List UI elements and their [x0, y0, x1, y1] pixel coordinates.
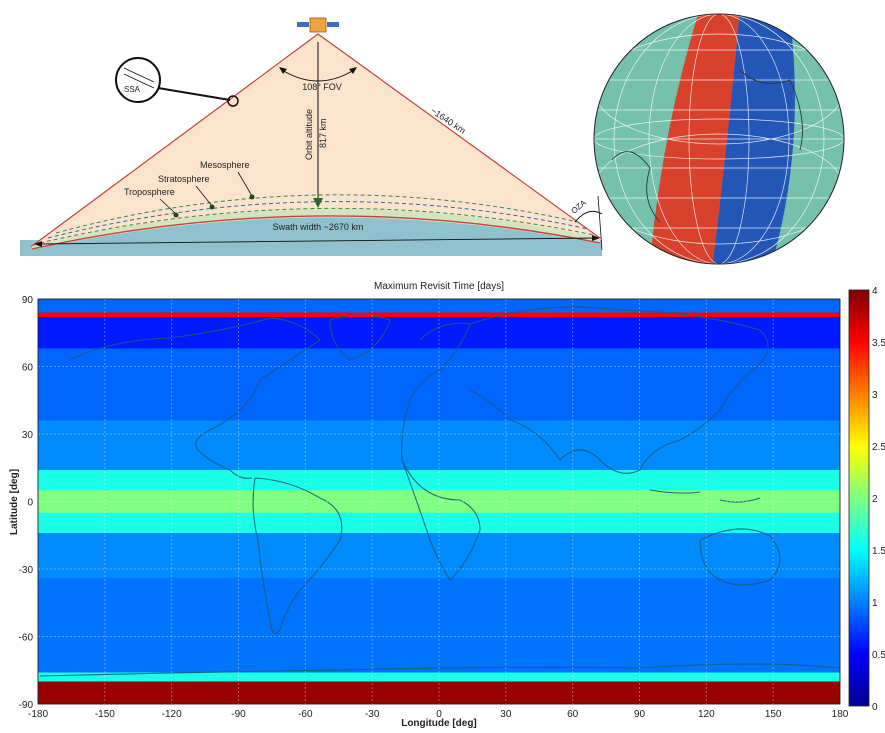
ssa-inset-circle	[115, 57, 161, 103]
colorbar-tick-label: 1	[872, 598, 878, 609]
revisit-band-5	[38, 470, 840, 491]
y-tick-labels: 90 60 30 0 -30 -60 -90	[19, 295, 34, 711]
revisit-band-1	[38, 312, 840, 318]
y-tick-label: -30	[19, 565, 34, 576]
swath-arrow	[35, 237, 599, 245]
ssa-label: SSA	[124, 85, 141, 94]
stratosphere-dot	[209, 204, 215, 210]
x-tick-label: 60	[567, 709, 579, 720]
ssa-pointer-line	[157, 87, 231, 101]
x-tick-label: 0	[436, 709, 442, 720]
revisit-time-map: Maximum Revisit Time [days] -180 -150 -120…	[9, 281, 885, 729]
x-tick-label: -90	[231, 709, 246, 720]
fov-label: 108° FOV	[302, 82, 342, 92]
stratosphere-label: Stratosphere	[158, 174, 210, 184]
stratosphere-leader	[195, 185, 213, 207]
altitude-arrowhead	[313, 198, 323, 208]
troposphere-layer	[39, 207, 595, 244]
colorbar-tick-label: 0	[872, 702, 878, 713]
swath-arrowhead-left	[34, 241, 42, 247]
y-tick-label: -90	[19, 700, 34, 711]
revisit-bands	[38, 299, 840, 704]
mesosphere-layer	[55, 194, 583, 234]
troposphere-leader	[159, 198, 177, 215]
orbit-altitude-label: Orbit altitude	[304, 109, 314, 160]
troposphere-dot	[173, 212, 179, 218]
globe-outline	[593, 13, 845, 265]
x-tick-label: 180	[832, 709, 849, 720]
swath-arrowhead-right	[592, 235, 600, 241]
y-tick-label: 60	[22, 363, 34, 374]
revisit-band-9	[38, 578, 840, 673]
surface-line	[31, 215, 601, 250]
x-tick-label: -120	[162, 709, 182, 720]
troposphere-label: Troposphere	[124, 187, 175, 197]
x-tick-label: -180	[28, 709, 48, 720]
mesosphere-leader	[237, 171, 253, 197]
revisit-band-3	[38, 348, 840, 421]
fov-arc-arrow-right	[349, 67, 357, 74]
colorbar-tick-label: 0.5	[872, 650, 885, 661]
revisit-band-2	[38, 317, 840, 349]
ssa-target-circle	[227, 95, 239, 107]
x-tick-label: 120	[698, 709, 715, 720]
swath-width-label: Swath width ~2670 km	[273, 222, 364, 232]
map-title: Maximum Revisit Time [days]	[374, 281, 504, 292]
y-axis-label: Latitude [deg]	[9, 469, 20, 535]
y-tick-label: 90	[22, 295, 34, 306]
oza-arc	[574, 210, 603, 223]
satellite-icon	[297, 17, 339, 33]
colorbar-tick-label: 4	[872, 286, 878, 297]
colorbar-tick-label: 2.5	[872, 442, 885, 453]
ssa-ray-2	[123, 73, 155, 89]
colorbar	[848, 289, 870, 707]
map-grid	[38, 299, 840, 704]
orbit-altitude-value: 817 km	[318, 118, 328, 148]
revisit-band-4	[38, 420, 840, 471]
ssa-ray-1	[123, 67, 155, 83]
revisit-band-7	[38, 512, 840, 534]
y-tick-label: 0	[27, 498, 33, 509]
x-tick-label: -60	[298, 709, 313, 720]
x-tick-label: 150	[765, 709, 782, 720]
x-tick-label: 30	[500, 709, 512, 720]
oza-vertical	[597, 195, 603, 251]
continent-outlines	[39, 306, 840, 677]
map-frame	[37, 298, 841, 705]
x-axis-label: Longitude [deg]	[401, 718, 477, 729]
y-tick-label: -60	[19, 633, 34, 644]
x-tick-label: -150	[95, 709, 115, 720]
globe-graticule	[594, 14, 844, 264]
revisit-band-11	[38, 681, 840, 704]
revisit-band-8	[38, 533, 840, 579]
colorbar-tick-label: 1.5	[872, 546, 885, 557]
globe-coastline	[611, 69, 803, 223]
ground-curve	[32, 217, 600, 256]
colorbar-tick-label: 3	[872, 390, 878, 401]
atmosphere-band	[32, 208, 600, 250]
revisit-band-0	[38, 299, 840, 313]
colorbar-tick-label: 3.5	[872, 338, 885, 349]
x-tick-labels: -180 -150 -120 -90 -60 -30 0 30 60 90 120 150 180	[28, 709, 849, 720]
mesosphere-dot	[249, 194, 255, 200]
y-tick-label: 30	[22, 430, 34, 441]
x-tick-label: 90	[634, 709, 646, 720]
revisit-band-6	[38, 490, 840, 514]
fov-arc-arrow-left	[279, 67, 287, 74]
colorbar-ticks: 4 3.5 3 2.5 2 1.5 1 0.5 0	[872, 286, 885, 713]
x-tick-label: -30	[365, 709, 380, 720]
mesosphere-label: Mesosphere	[200, 160, 250, 170]
viewing-geometry-diagram: Swath width ~2670 km Orbit altitude 817 …	[20, 17, 603, 256]
swath-globe	[593, 13, 845, 265]
fov-arc	[281, 69, 355, 82]
revisit-band-10	[38, 672, 840, 682]
colorbar-tick-label: 2	[872, 494, 878, 505]
